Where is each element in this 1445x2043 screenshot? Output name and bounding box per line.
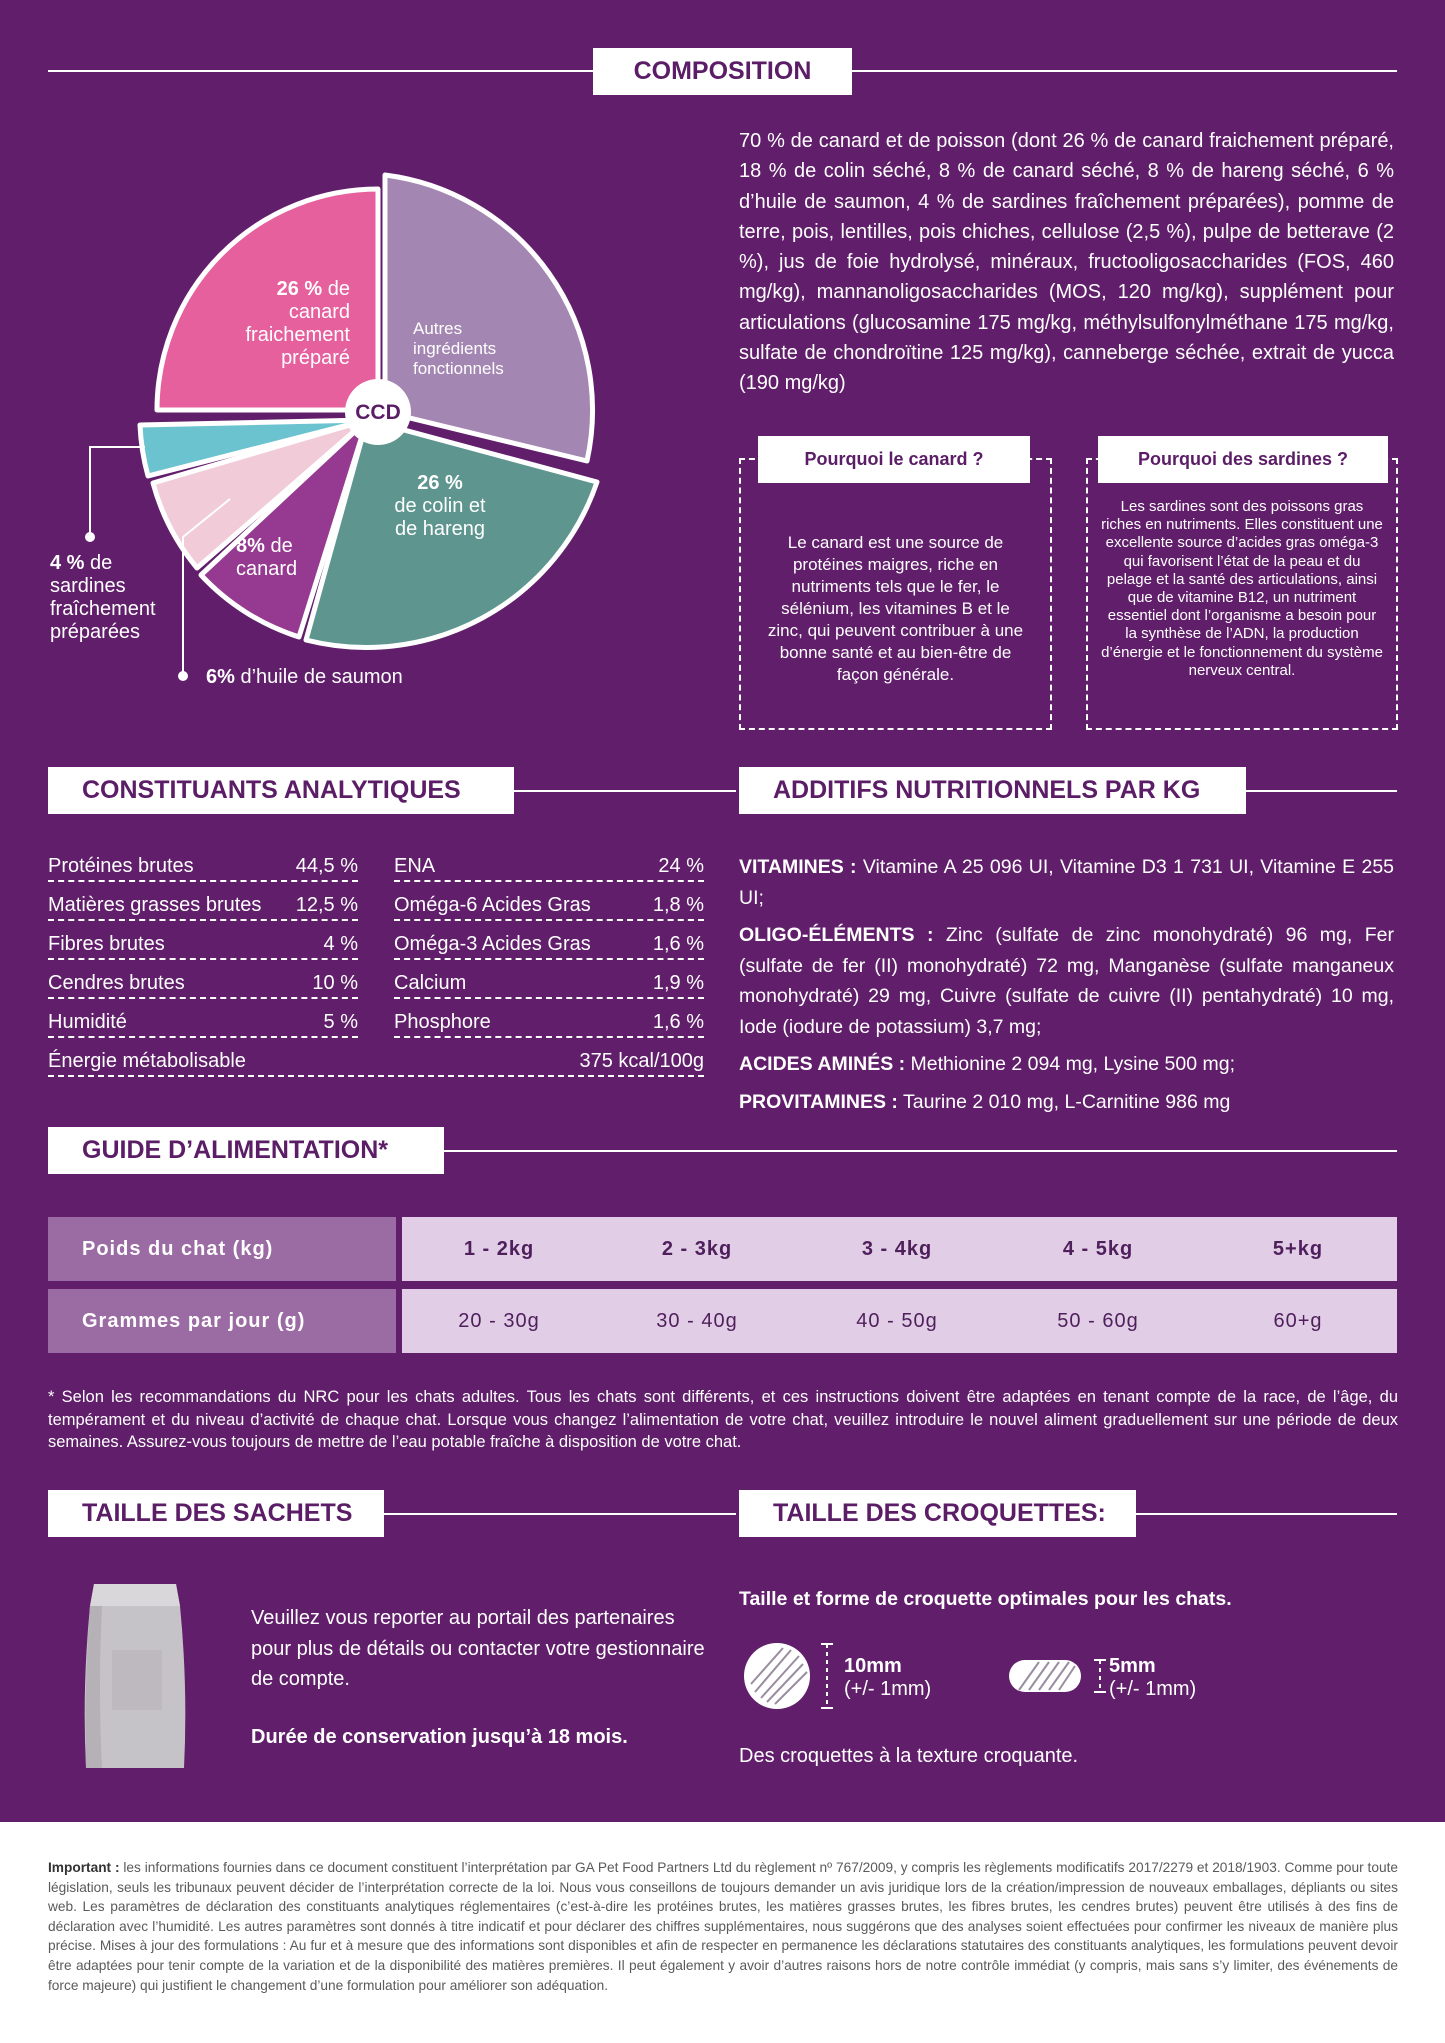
divider-line [1246, 790, 1397, 792]
pie-slice-canard-26 [154, 186, 381, 413]
pie-slice-sardines [137, 417, 370, 479]
sachets-heading: TAILLE DES SACHETS [48, 1490, 384, 1537]
analytic-row-humidite: Humidité 5 % [48, 1008, 358, 1038]
legal-notice: Important : les informations fournies da… [48, 1860, 1398, 1993]
sachets-text: Veuillez vous reporter au portail des pa… [251, 1607, 705, 1690]
divider-line [514, 790, 736, 792]
guide-row1-bg [402, 1217, 1397, 1281]
bag-image [84, 1584, 186, 1768]
croquettes-texture: Des croquettes à la texture croquante. [739, 1745, 1079, 1767]
box-sardines-title: Pourquoi des sardines ? [1098, 436, 1388, 483]
pie-slice-huile [150, 417, 370, 571]
additifs-heading: ADDITIFS NUTRITIONNELS PAR KG [739, 767, 1246, 814]
guide-weight-cell: 1 - 2kg [463, 1237, 535, 1260]
analytic-row-cendres: Cendres brutes 10 % [48, 969, 358, 999]
guide-weight-cell: 3 - 4kg [861, 1237, 933, 1260]
additifs-acides: ACIDES AMINÉS : Methionine 2 094 mg, Lys… [739, 1053, 1236, 1075]
kibble-round-icon [744, 1643, 833, 1709]
pie-label-huile: 6% d’huile de saumon [206, 666, 403, 688]
divider-line [1136, 1513, 1397, 1515]
guide-grams-cell: 40 - 50g [856, 1309, 938, 1332]
pie-label-canard-8: 8% de canard [236, 535, 298, 580]
guide-weight-cell: 4 - 5kg [1062, 1237, 1134, 1260]
composition-pie-chart [85, 172, 600, 681]
guide-heading: GUIDE D’ALIMENTATION* [48, 1127, 444, 1174]
analytic-row-proteines: Protéines brutes 44,5 % [48, 852, 358, 882]
croquettes-heading: TAILLE DES CROQUETTES: [739, 1490, 1136, 1537]
sachets-shelf-life: Durée de conservation jusqu’à 18 mois. [251, 1726, 628, 1748]
pie-label-canard-26: 26 % de canard fraichement préparé [245, 278, 351, 369]
guide-row1-label: Poids du chat (kg) [48, 1217, 396, 1281]
pie-slice-autres [382, 172, 596, 464]
guide-row2-bg [402, 1289, 1397, 1353]
pie-slice-canard-8 [198, 417, 370, 640]
pie-leader-lines [89, 446, 231, 676]
box-canard-title: Pourquoi le canard ? [758, 436, 1030, 483]
pie-slice-colin-hareng [303, 417, 600, 650]
pie-label-autres: Autres ingrédients fonctionnels [413, 319, 504, 378]
analytic-row-energie: Énergie métabolisable 375 kcal/100g [48, 1047, 704, 1077]
pie-center-circle [345, 379, 411, 445]
pie-label-sardines: 4 % de sardines fraîchement préparées [50, 552, 156, 643]
divider-line [48, 70, 593, 72]
analytic-row-phosphore: Phosphore 1,6 % [394, 1008, 704, 1038]
additifs-vitamines: VITAMINES : Vitamine A 25 096 UI, Vitami… [739, 856, 1395, 909]
analytic-row-fibres: Fibres brutes 4 % [48, 930, 358, 960]
guide-grams-cell: 60+g [1273, 1309, 1323, 1332]
kibble-oval-icon [1009, 1659, 1106, 1693]
analytic-row-omega6: Oméga-6 Acides Gras 1,8 % [394, 891, 704, 921]
pie-center-label: CCD [355, 401, 401, 424]
guide-weight-cell: 2 - 3kg [661, 1237, 733, 1260]
divider-line [852, 70, 1397, 72]
croquettes-subtitle: Taille et forme de croquette optimales p… [739, 1588, 1232, 1610]
analytic-row-omega3: Oméga-3 Acides Gras 1,6 % [394, 930, 704, 960]
box-sardines-text: Les sardines sont des poissons gras rich… [1101, 498, 1383, 679]
guide-weight-cell: 5+kg [1272, 1237, 1324, 1260]
analytic-row-matieres-grasses: Matières grasses brutes 12,5 % [48, 891, 358, 921]
divider-line [384, 1513, 736, 1515]
analytic-row-calcium: Calcium 1,9 % [394, 969, 704, 999]
guide-row2-label: Grammes par jour (g) [48, 1289, 396, 1353]
kibble-size-5mm: 5mm (+/- 1mm) [1109, 1655, 1197, 1700]
additifs-provitamines: PROVITAMINES : Taurine 2 010 mg, L-Carni… [739, 1091, 1231, 1113]
analytiques-heading: CONSTITUANTS ANALYTIQUES [48, 767, 514, 814]
pie-label-colin-hareng: 26 % de colin et de hareng [394, 472, 486, 540]
guide-grams-cell: 50 - 60g [1057, 1309, 1139, 1332]
composition-text: 70 % de canard et de poisson (dont 26 % … [739, 130, 1394, 395]
box-canard-text: Le canard est une source de protéines ma… [767, 533, 1024, 684]
guide-footnote: * Selon les recommandations du NRC pour … [48, 1388, 1398, 1451]
kibble-size-10mm: 10mm (+/- 1mm) [844, 1655, 932, 1700]
guide-grams-cell: 30 - 40g [656, 1309, 738, 1332]
analytic-row-ena: ENA 24 % [394, 852, 704, 882]
additifs-oligo: OLIGO-ÉLÉMENTS : Zinc (sulfate de zinc m… [739, 924, 1394, 1038]
guide-grams-cell: 20 - 30g [458, 1309, 540, 1332]
composition-heading: COMPOSITION [593, 48, 852, 95]
divider-line [444, 1150, 1397, 1152]
